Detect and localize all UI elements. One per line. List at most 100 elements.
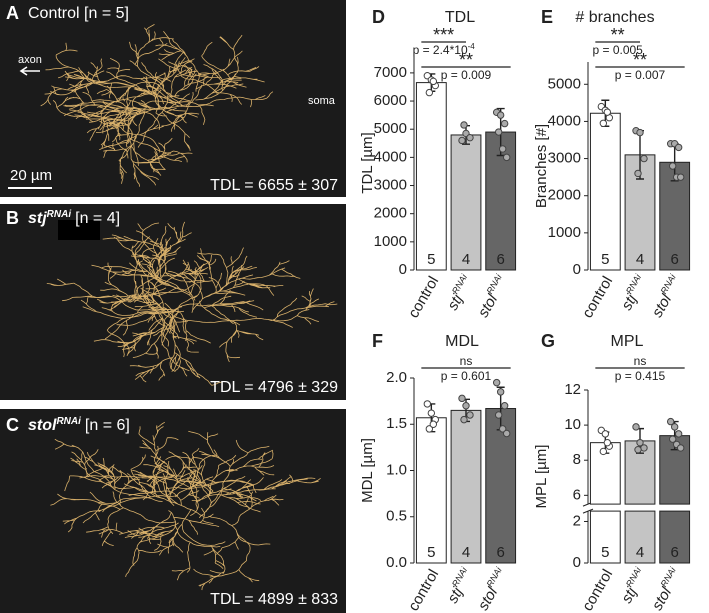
tdl-label: TDL = 6655 ± 307 xyxy=(210,177,338,194)
x-tick-label: stjRNAi xyxy=(443,565,478,606)
data-point xyxy=(634,169,642,178)
dendrites xyxy=(40,24,274,187)
data-point xyxy=(500,119,509,128)
n-label: 4 xyxy=(462,251,470,268)
y-tick-label: 4000 xyxy=(548,112,581,129)
data-point xyxy=(462,402,470,410)
significance-stars: *** xyxy=(433,25,454,45)
y-tick-label: 3000 xyxy=(374,176,407,193)
data-point xyxy=(666,417,675,426)
bar-chart: F MDL MDL [µm] 0.0 0.5 1.0 1.5 2.0 5 control 4 stjR… xyxy=(359,331,517,613)
y-tick-label: 1000 xyxy=(374,233,407,250)
data-point xyxy=(674,143,683,152)
data-point xyxy=(599,447,608,456)
y-tick-label: 8 xyxy=(573,451,581,468)
y-axis-label: MPL [µm] xyxy=(533,445,550,509)
n-label: 4 xyxy=(636,251,644,268)
significance-stars: ns xyxy=(460,354,473,368)
y-tick-label: 0 xyxy=(573,554,581,571)
x-tick-label: control xyxy=(579,566,616,613)
y-tick-label: 2000 xyxy=(548,187,581,204)
panel-title: stolRNAi [n = 6] xyxy=(28,416,130,435)
data-point xyxy=(599,119,608,127)
data-point xyxy=(494,411,503,419)
image-panel-b: B stjRNAi [n = 4] TDL = 4796 ± 329 xyxy=(0,204,346,400)
significance-stars: ns xyxy=(634,354,647,368)
y-tick-label: 7000 xyxy=(374,64,407,81)
axon-label: axon xyxy=(18,54,42,66)
x-tick-label: stolRNAi xyxy=(473,565,512,613)
data-point xyxy=(502,429,511,438)
dendrites xyxy=(46,221,338,386)
panel-letter: F xyxy=(372,331,383,351)
bar xyxy=(589,112,621,271)
n-label: 5 xyxy=(427,251,435,268)
data-point xyxy=(458,136,466,145)
neuron xyxy=(50,421,321,591)
data-point xyxy=(460,415,468,424)
data-point xyxy=(670,423,679,431)
significance-stars: ** xyxy=(633,50,647,70)
bar xyxy=(450,134,482,271)
bar xyxy=(659,161,691,271)
bar xyxy=(450,409,482,564)
p-value: p = 0.007 xyxy=(615,68,666,82)
data-point xyxy=(427,409,436,417)
data-point xyxy=(674,430,683,438)
y-tick-label: 1.0 xyxy=(386,461,407,478)
data-point xyxy=(492,378,501,387)
y-tick-label: 5000 xyxy=(548,75,581,92)
image-panel-c: C stolRNAi [n = 6] TDL = 4899 ± 833 xyxy=(0,409,346,613)
data-point xyxy=(676,173,685,181)
y-tick-label: 0.5 xyxy=(386,508,407,525)
p-value: p = 0.009 xyxy=(441,68,492,82)
y-tick-label: 12 xyxy=(564,381,581,398)
x-tick-label: stolRNAi xyxy=(647,272,686,321)
data-point xyxy=(458,394,466,403)
y-axis-label: TDL [µm] xyxy=(359,132,376,193)
chart-title: MPL xyxy=(611,333,644,350)
x-tick-label: stolRNAi xyxy=(473,272,512,321)
bar-chart: G MPL MPL [µm] 0 2 6 8 10 12 5 control 4 stjRNAi 6 sto… xyxy=(533,331,691,613)
data-point xyxy=(634,445,642,454)
bar-lower xyxy=(624,510,656,564)
data-point xyxy=(640,154,648,163)
x-tick-label: stjRNAi xyxy=(617,272,652,313)
y-tick-label: 0 xyxy=(573,261,581,278)
n-label: 6 xyxy=(496,251,504,268)
data-point xyxy=(425,425,434,433)
panel-letter: B xyxy=(6,208,19,228)
data-point xyxy=(676,444,685,452)
data-point xyxy=(502,153,511,162)
tdl-label: TDL = 4899 ± 833 xyxy=(210,591,338,608)
significance-stars: ** xyxy=(459,50,473,70)
panel-letter: E xyxy=(541,7,553,27)
bar-lower xyxy=(589,510,621,564)
n-label: 5 xyxy=(601,544,609,561)
micrograph xyxy=(0,204,346,400)
scale-label: 20 µm xyxy=(10,167,52,184)
data-point xyxy=(460,121,468,129)
data-point xyxy=(425,88,434,97)
data-point xyxy=(498,425,507,433)
data-point xyxy=(429,420,438,428)
n-label: 6 xyxy=(670,251,678,268)
data-point xyxy=(668,435,677,443)
data-point xyxy=(498,145,507,153)
tdl-label: TDL = 4796 ± 329 xyxy=(210,379,338,396)
chart-title: # branches xyxy=(575,9,654,26)
y-tick-label: 6 xyxy=(573,486,581,503)
x-tick-label: control xyxy=(405,566,442,613)
dendrites xyxy=(50,421,321,591)
data-point xyxy=(496,111,505,119)
neuron xyxy=(46,221,338,386)
x-tick-label: control xyxy=(579,273,616,320)
n-label: 4 xyxy=(462,544,470,561)
data-point xyxy=(423,400,432,408)
data-point xyxy=(494,128,503,136)
panel-title: Control [n = 5] xyxy=(28,5,129,22)
bar xyxy=(415,82,447,271)
image-panel-a: A Control [n = 5] axon soma 20 µm TDL = … xyxy=(0,0,346,197)
data-point xyxy=(466,411,474,419)
panel-letter: C xyxy=(6,415,19,435)
